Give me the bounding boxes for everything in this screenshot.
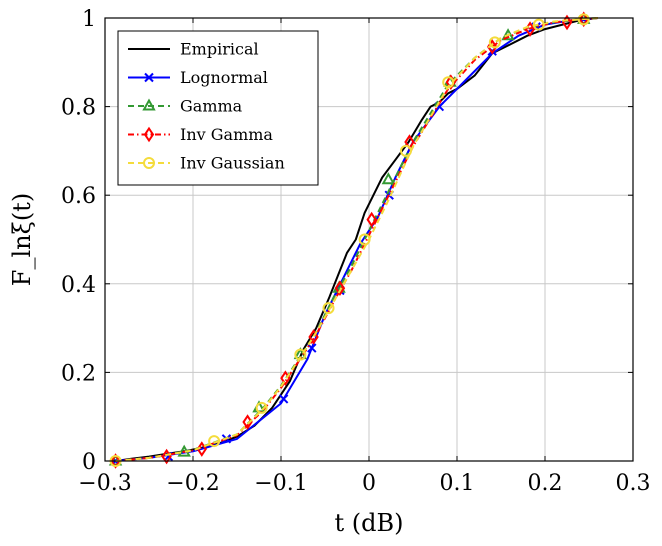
legend-label-inv-gaussian: Inv Gaussian — [180, 154, 285, 173]
legend-marker-inv-gamma — [143, 126, 155, 143]
data-point-inv-gaussian — [208, 435, 221, 448]
data-point-inv-gaussian — [255, 401, 268, 414]
legend-marker-lognormal — [144, 72, 154, 83]
legend-label-gamma: Gamma — [180, 97, 243, 116]
data-point-inv-gaussian — [442, 76, 455, 89]
y-tick-label: 1 — [82, 7, 96, 32]
x-tick-label: −0.2 — [166, 471, 219, 496]
data-point-inv-gaussian — [358, 233, 371, 246]
data-point-inv-gamma — [334, 280, 346, 297]
legend-marker-inv-gaussian — [143, 157, 155, 169]
x-tick-label: 0.3 — [616, 471, 651, 496]
data-point-gamma — [501, 28, 515, 41]
y-tick-label: 0.4 — [61, 273, 96, 298]
data-point-inv-gaussian — [532, 18, 545, 31]
marker-stroke — [307, 343, 317, 353]
legend-entry-lognormal: Lognormal — [128, 68, 268, 87]
x-tick-label: 0.2 — [528, 471, 563, 496]
legend-entry-gamma: Gamma — [128, 97, 243, 116]
legend-label-lognormal: Lognormal — [180, 68, 268, 87]
ticks — [104, 17, 634, 462]
marker-stroke — [278, 394, 289, 404]
data-point-inv-gaussian — [399, 144, 412, 157]
legend: Empirical Lognormal Gamma Inv Gamma Inv Gaus… — [117, 30, 319, 186]
y-axis-title: F_lnξ(t) — [8, 193, 36, 286]
legend-entry-empirical: Empirical — [128, 40, 259, 59]
data-point-inv-gaussian — [294, 348, 307, 361]
series-line-inv-gaussian — [115, 17, 598, 462]
y-tick-label: 0.6 — [61, 184, 96, 209]
data-point-inv-gaussian — [577, 13, 590, 26]
legend-entry-inv-gaussian: Inv Gaussian — [128, 154, 285, 173]
legend-label-empirical: Empirical — [180, 40, 259, 59]
data-point-inv-gamma — [366, 211, 377, 228]
y-tick-label: 0.2 — [61, 361, 96, 386]
y-tick-label: 0 — [82, 450, 96, 475]
x-tick-label: 0 — [362, 471, 376, 496]
legend-entry-inv-gamma: Inv Gamma — [128, 125, 273, 144]
data-point-lognormal — [278, 394, 289, 404]
y-tick-label: 0.8 — [61, 96, 96, 121]
data-point-inv-gaussian — [488, 36, 501, 49]
series-layer — [108, 11, 598, 469]
x-tick-label: −0.1 — [254, 471, 307, 496]
tick-labels: −0.3 −0.2 −0.1 0 0.1 0.2 0.3 0 0.2 0.4 0.6 0.8 1 — [61, 7, 651, 496]
legend-marker-gamma — [142, 98, 156, 111]
x-axis-title: t (dB) — [335, 509, 404, 537]
marker-stroke — [144, 72, 154, 83]
data-point-inv-gamma — [308, 329, 319, 345]
data-point-inv-gaussian — [322, 302, 335, 315]
legend-label-inv-gamma: Inv Gamma — [180, 125, 273, 144]
series-inv-gaussian — [109, 13, 598, 467]
legend-entries: Empirical Lognormal Gamma Inv Gamma Inv Gaus… — [128, 40, 285, 173]
series-line-lognormal — [115, 17, 594, 462]
x-tick-label: −0.3 — [78, 471, 131, 496]
data-point-inv-gamma — [242, 414, 253, 430]
x-tick-label: 0.1 — [440, 471, 475, 496]
data-point-gamma — [381, 172, 396, 185]
data-point-lognormal — [307, 343, 317, 353]
